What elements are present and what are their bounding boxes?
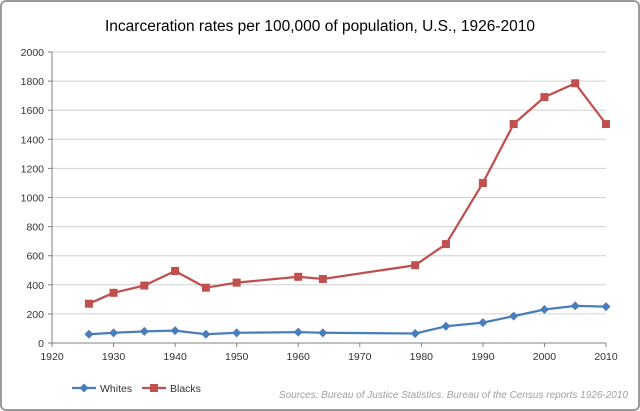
data-point-blacks: [509, 120, 518, 129]
x-tick-label: 1940: [163, 351, 187, 363]
x-tick-label: 1980: [410, 351, 434, 363]
data-point-whites: [170, 326, 180, 336]
x-tick-label: 1990: [471, 351, 495, 363]
source-note: Sources: Bureau of Justice Statistics. B…: [279, 390, 629, 401]
y-tick-label: 400: [26, 280, 44, 292]
y-tick-label: 1000: [21, 193, 45, 205]
data-point-whites: [201, 329, 211, 339]
x-tick-label: 1920: [40, 351, 64, 363]
data-point-whites: [410, 329, 420, 339]
y-tick-label: 800: [26, 222, 44, 234]
data-point-blacks: [84, 299, 93, 308]
legend-marker-whites: [79, 383, 89, 393]
data-point-blacks: [441, 240, 450, 249]
y-tick-label: 2000: [21, 47, 45, 59]
y-tick-label: 1400: [21, 134, 45, 146]
series-whites: [84, 301, 611, 339]
series-line-whites: [88, 304, 607, 336]
data-point-blacks: [294, 272, 303, 281]
data-point-blacks: [109, 288, 118, 297]
data-point-whites: [318, 328, 328, 338]
data-point-whites: [293, 327, 303, 337]
legend: Whites Blacks: [72, 383, 201, 395]
y-tick-label: 1600: [21, 105, 45, 117]
y-tick-label: 0: [38, 338, 44, 350]
y-tick-label: 200: [26, 309, 44, 321]
y-tick-label: 1200: [21, 163, 45, 175]
x-tick-label: 1960: [287, 351, 311, 363]
data-point-blacks: [140, 281, 149, 290]
x-tick-label: 2000: [533, 351, 557, 363]
legend-item-whites: Whites: [72, 383, 132, 395]
legend-marker-blacks: [150, 384, 158, 392]
data-point-whites: [232, 328, 242, 338]
data-point-whites: [109, 328, 119, 338]
chart-title: Incarceration rates per 100,000 of popul…: [105, 18, 535, 35]
data-point-blacks: [232, 278, 241, 287]
data-point-whites: [509, 311, 519, 321]
data-point-whites: [570, 301, 580, 311]
x-tick-label: 2010: [594, 351, 618, 363]
data-point-blacks: [478, 178, 487, 187]
data-point-blacks: [571, 79, 580, 88]
data-point-blacks: [318, 274, 327, 283]
y-tick-label: 1800: [21, 76, 45, 88]
x-tick-label: 1970: [348, 351, 372, 363]
gridlines: [52, 51, 606, 315]
data-point-whites: [601, 302, 611, 312]
x-tick-label: 1950: [225, 351, 249, 363]
data-point-whites: [441, 321, 451, 331]
legend-item-blacks: Blacks: [142, 383, 201, 395]
data-point-blacks: [602, 120, 610, 129]
data-point-whites: [539, 305, 549, 315]
data-point-blacks: [201, 283, 210, 292]
data-point-blacks: [411, 261, 420, 270]
x-tick-label: 1930: [102, 351, 126, 363]
data-point-whites: [478, 318, 488, 328]
series-blacks: [84, 79, 610, 308]
y-tick-label: 600: [26, 251, 44, 263]
legend-label-whites: Whites: [100, 383, 132, 395]
series-group: [84, 79, 611, 339]
y-axis-ticks: 0 200 400 600 800 1000 1200 1400 1600 1800 2000: [21, 47, 52, 350]
data-point-blacks: [171, 266, 180, 275]
series-line-blacks: [88, 82, 607, 305]
legend-label-blacks: Blacks: [170, 383, 201, 395]
x-axis-ticks: 1920 1930 1940 1950 1960 1970 1980 1990 2000 2010: [40, 343, 618, 363]
data-point-whites: [84, 329, 94, 339]
data-point-whites: [139, 326, 149, 336]
data-point-blacks: [540, 93, 549, 102]
